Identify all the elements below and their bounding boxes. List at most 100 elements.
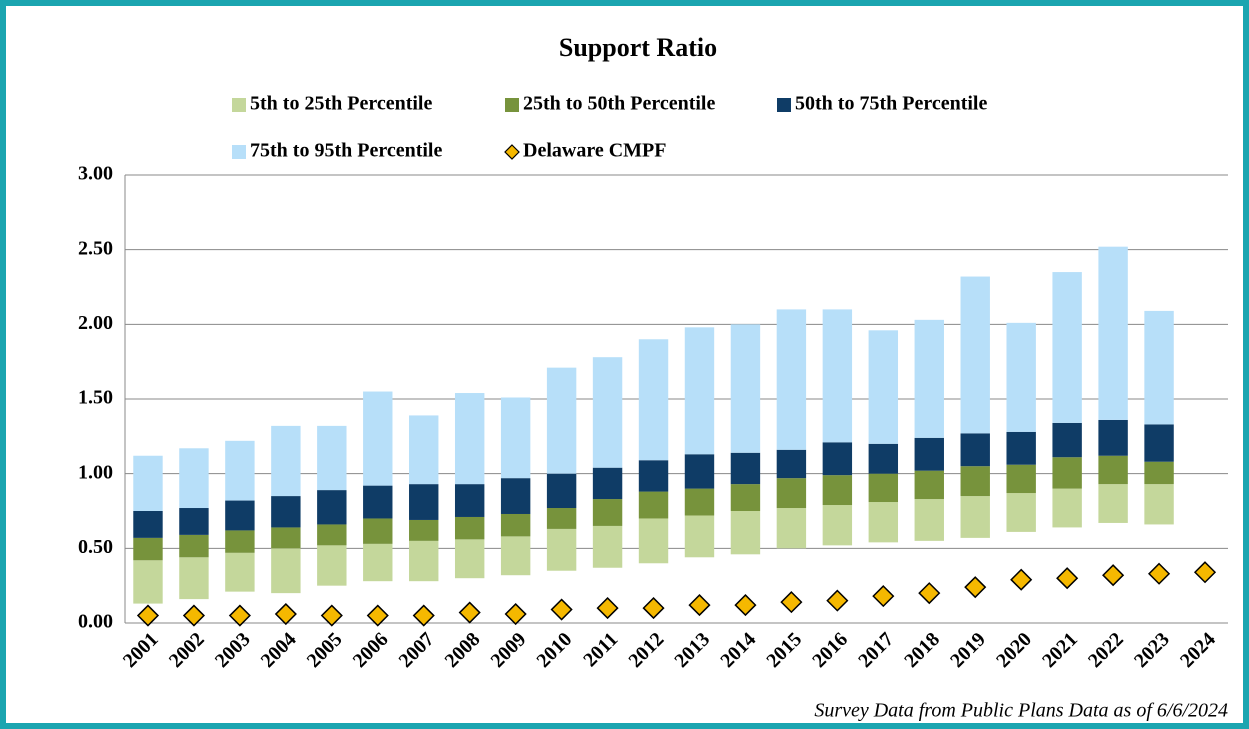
bar-segment [363, 518, 393, 544]
bar-segment [133, 511, 163, 538]
marker [412, 604, 435, 627]
y-tick-label: 0.50 [78, 536, 113, 558]
bar-segment [1052, 488, 1082, 528]
marker [1147, 562, 1171, 585]
bar-segment [1098, 455, 1128, 485]
chart-title: Support Ratio [559, 33, 717, 62]
bar-segment [822, 505, 853, 546]
legend-marker [505, 98, 519, 112]
bar-segment [1006, 464, 1036, 494]
legend-label: 75th to 95th Percentile [250, 140, 442, 162]
marker [780, 591, 803, 614]
marker [504, 602, 527, 626]
bar-segment [730, 324, 761, 453]
bar-segment [1052, 457, 1082, 489]
bar-segment [546, 473, 577, 509]
marker [964, 576, 987, 599]
bar-segment [454, 539, 485, 579]
marker [642, 597, 665, 620]
bar-segment [1006, 322, 1036, 432]
bar-segment [1144, 461, 1174, 485]
bar-segment [776, 508, 807, 549]
bar-segment [776, 309, 807, 450]
y-tick-label: 1.00 [78, 461, 113, 483]
bar-segment [133, 560, 163, 604]
bar-segment [1006, 493, 1036, 532]
marker [826, 589, 849, 612]
bar-segment [592, 525, 623, 568]
bar-segment [500, 478, 531, 514]
bar-segment [914, 319, 944, 438]
bar-segment [500, 513, 531, 537]
bar-segment [179, 448, 209, 509]
bar-segment [638, 460, 669, 492]
bar-segment [684, 454, 715, 489]
legend-marker [504, 144, 520, 160]
bar-segment [1144, 310, 1174, 425]
bar-segment [500, 397, 531, 479]
bar-segment [454, 484, 485, 517]
bar-segment [914, 470, 944, 500]
bar-segment [868, 330, 899, 444]
bar-segment [592, 357, 623, 468]
marker [872, 585, 895, 608]
bar-segment [317, 545, 347, 586]
bar-segment [225, 530, 255, 553]
legend-marker [232, 98, 246, 112]
marker [228, 604, 251, 627]
bar-segment [409, 484, 439, 520]
bar-segment [638, 339, 669, 461]
bar-segment [638, 518, 669, 564]
bar-segment [730, 452, 761, 485]
bar-segment [960, 466, 990, 497]
bar-segment [1144, 484, 1174, 525]
bar-segment [454, 516, 485, 540]
bar-segment [363, 485, 393, 519]
legend-marker [777, 98, 791, 112]
bar-segment [271, 425, 301, 497]
bar-segment [1006, 431, 1036, 465]
bar-segment [776, 478, 807, 509]
bar-segment [730, 484, 761, 511]
legend-label: 25th to 50th Percentile [523, 93, 715, 115]
marker [136, 604, 160, 627]
bar-segment [1098, 419, 1128, 456]
bar-segment [1052, 422, 1082, 458]
marker [688, 594, 711, 617]
bar-segment [914, 499, 944, 541]
bar-segment [546, 508, 577, 529]
bar-segment [454, 393, 485, 485]
bar-segment [730, 511, 761, 555]
bar-segment [271, 527, 301, 549]
bar-segment [179, 508, 209, 535]
bar-segment [546, 528, 577, 571]
bar-segment [592, 499, 623, 526]
legend-label: 5th to 25th Percentile [250, 93, 432, 115]
bar-segment [868, 502, 899, 543]
marker [918, 582, 941, 605]
bar-segment [317, 490, 347, 525]
bar-segment [317, 425, 347, 491]
bar-segment [868, 443, 899, 474]
marker [734, 594, 757, 617]
bar-segment [225, 440, 255, 501]
marker [596, 597, 619, 620]
marker [458, 601, 481, 624]
bar-segment [592, 467, 623, 500]
marker [320, 604, 343, 627]
bar-segment [822, 442, 853, 476]
bar-segment [409, 540, 439, 582]
bar-segment [822, 475, 853, 506]
y-tick-label: 2.00 [78, 312, 113, 334]
bar-segment [409, 519, 439, 541]
bar-segment [225, 552, 255, 592]
marker [550, 598, 573, 621]
source-note: Survey Data from Public Plans Data as of… [814, 700, 1228, 722]
y-tick-label: 2.50 [78, 237, 113, 259]
bar-segment [133, 455, 163, 511]
bar-segment [363, 543, 393, 582]
bar-segment [868, 473, 899, 503]
marker [1102, 564, 1125, 587]
